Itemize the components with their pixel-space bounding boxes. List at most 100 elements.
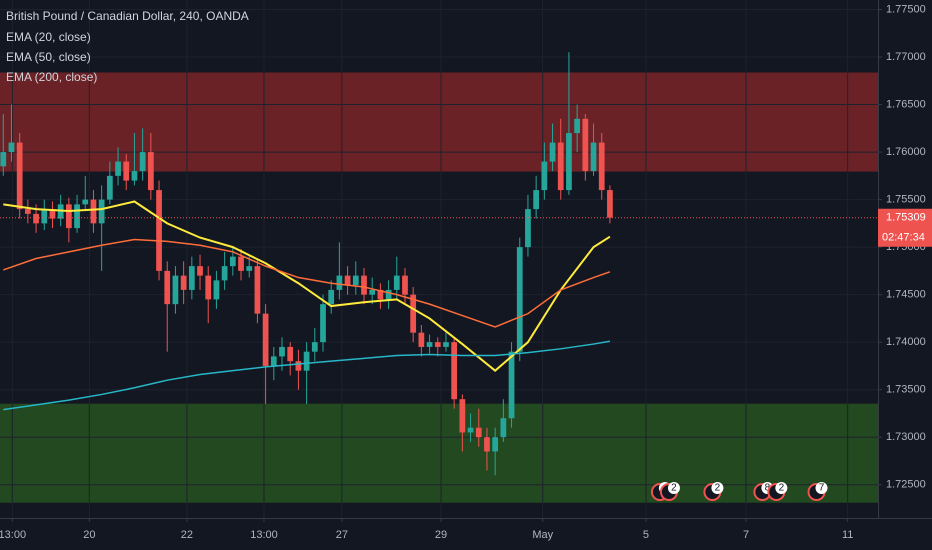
candle-body <box>385 289 392 300</box>
candle-body <box>287 346 294 362</box>
plot: 422827 <box>0 52 878 501</box>
event-label: 7 <box>819 483 825 494</box>
candle-body <box>82 199 89 205</box>
last-price-box <box>878 208 932 247</box>
candle-body <box>607 190 613 218</box>
candle-body <box>344 275 351 286</box>
candle-body <box>303 351 310 371</box>
x-tick-label: 5 <box>643 529 649 541</box>
candle-body <box>246 266 253 271</box>
y-tick-label: 1.76000 <box>886 146 926 158</box>
x-tick-label: 7 <box>743 529 749 541</box>
candle-body <box>90 199 97 224</box>
candle-body <box>295 361 302 371</box>
candle-body <box>352 275 359 286</box>
x-tick-label: 13:00 <box>250 529 278 541</box>
candle-body <box>25 209 31 214</box>
y-tick-label: 1.73000 <box>886 431 926 443</box>
candle-body <box>590 142 597 172</box>
y-tick-label: 1.77500 <box>886 3 926 15</box>
candle-body <box>336 275 343 290</box>
event-badge <box>775 482 788 494</box>
candle-body <box>74 204 80 229</box>
candle-body <box>434 342 441 347</box>
candle-body <box>451 342 458 400</box>
x-tick-label: 13:00 <box>0 529 26 541</box>
candle-body <box>410 294 417 333</box>
candle-body <box>566 133 572 191</box>
event-label: 8 <box>765 483 771 494</box>
candle-body <box>229 256 236 267</box>
candle-body <box>418 332 425 347</box>
candle-body <box>484 437 490 452</box>
candle-body <box>115 161 121 176</box>
candle-body <box>172 275 179 305</box>
candle-body <box>393 275 400 290</box>
candle-body <box>8 142 15 153</box>
candle-body <box>188 266 195 290</box>
x-tick-label: 29 <box>435 529 447 541</box>
y-tick-label: 1.73500 <box>886 384 926 396</box>
candle-body <box>98 199 105 224</box>
candle-body <box>139 152 146 172</box>
candle-body <box>41 209 48 224</box>
candle-body <box>123 161 130 181</box>
chart-title: British Pound / Canadian Dollar, 240, OA… <box>6 9 249 23</box>
candle-body <box>369 289 376 295</box>
event-label: 2 <box>779 483 785 494</box>
candle-body <box>549 142 556 162</box>
x-tick-label: 20 <box>83 529 95 541</box>
x-tick-label: May <box>532 529 553 541</box>
candle-body <box>582 118 589 172</box>
event-badge <box>667 482 680 494</box>
candle-body <box>270 356 277 366</box>
x-tick-label: 11 <box>842 529 853 541</box>
candle-body <box>106 175 113 200</box>
legend-entry: EMA (50, close) <box>6 50 91 64</box>
candle-body <box>156 190 162 271</box>
event-label: 2 <box>671 483 677 494</box>
ema-line <box>3 238 611 328</box>
y-tick-label: 1.74000 <box>886 336 926 348</box>
candle-body <box>49 209 56 219</box>
candle-body <box>65 204 72 229</box>
candle-body <box>254 266 261 314</box>
event-badge <box>815 482 828 494</box>
candle-body <box>16 142 23 210</box>
legend-entry: EMA (20, close) <box>6 30 91 44</box>
zone <box>0 72 878 172</box>
event-badge <box>711 482 724 494</box>
candle-body <box>279 346 285 357</box>
y-tick-label: 1.74500 <box>886 289 926 301</box>
candle-body <box>574 118 581 134</box>
candle-body <box>221 266 228 281</box>
candle-body <box>533 190 540 210</box>
countdown: 02:47:34 <box>882 232 925 244</box>
zone <box>0 403 878 503</box>
y-tick-label: 1.72500 <box>886 479 926 491</box>
candle-body <box>459 399 466 433</box>
candle-body <box>443 342 449 347</box>
ema-line <box>3 200 611 372</box>
candle-body <box>500 418 507 438</box>
x-tick-label: 27 <box>336 529 348 541</box>
candle-body <box>402 275 408 295</box>
candle-body <box>213 280 220 300</box>
candle-body <box>311 342 318 352</box>
candle-body <box>377 289 384 300</box>
candle-body <box>426 342 433 347</box>
candle-body <box>328 289 335 305</box>
legend-entry: EMA (200, close) <box>6 70 97 84</box>
candle-body <box>131 171 138 181</box>
candle-body <box>467 427 474 433</box>
candle-body <box>147 152 154 191</box>
candle-body <box>598 142 605 191</box>
legend: British Pound / Canadian Dollar, 240, OA… <box>6 9 249 84</box>
candle-body <box>33 213 39 224</box>
ema-line <box>3 340 611 411</box>
candle-body <box>320 304 326 343</box>
candle-body <box>557 142 564 191</box>
candle-body <box>238 256 244 271</box>
